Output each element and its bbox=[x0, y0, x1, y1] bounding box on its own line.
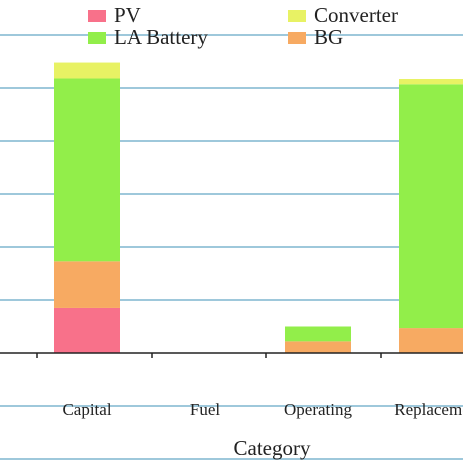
legend-swatch-la-battery bbox=[88, 31, 106, 44]
x-tick-label-capital: Capital bbox=[62, 400, 111, 419]
bars bbox=[54, 62, 463, 353]
bar-converter-replaceme bbox=[399, 78, 463, 85]
x-tick-label-operating: Operating bbox=[284, 400, 352, 419]
legend-item-la-battery: LA Battery bbox=[88, 27, 208, 48]
x-tick-label-fuel: Fuel bbox=[190, 400, 221, 419]
bar-la-battery-operating bbox=[285, 326, 351, 342]
bar-la-battery-replaceme bbox=[399, 84, 463, 329]
x-axis-title: Category bbox=[234, 436, 311, 460]
legend-label-bg: BG bbox=[314, 25, 344, 49]
legend-label-la-battery: LA Battery bbox=[114, 25, 208, 49]
x-tick-labels: Capital Fuel Operating Replaceme bbox=[62, 400, 463, 419]
x-axis bbox=[0, 352, 463, 358]
bar-la-battery-capital bbox=[54, 78, 120, 262]
bar-pv-capital bbox=[54, 307, 120, 353]
bar-bg-operating bbox=[285, 341, 351, 353]
legend-swatch-pv bbox=[88, 9, 106, 22]
legend-item-pv: PV bbox=[88, 5, 141, 26]
legend-item-converter: Converter bbox=[288, 5, 398, 26]
legend-item-bg: BG bbox=[288, 27, 343, 48]
x-tick-label-replaceme: Replaceme bbox=[394, 400, 463, 419]
legend-swatch-bg bbox=[288, 31, 306, 44]
bar-bg-capital bbox=[54, 261, 120, 308]
bar-bg-replaceme bbox=[399, 328, 463, 353]
bar-converter-capital bbox=[54, 62, 120, 79]
legend-swatch-converter bbox=[288, 9, 306, 22]
legend-label-pv: PV bbox=[114, 3, 141, 27]
legend-label-converter: Converter bbox=[314, 3, 398, 27]
